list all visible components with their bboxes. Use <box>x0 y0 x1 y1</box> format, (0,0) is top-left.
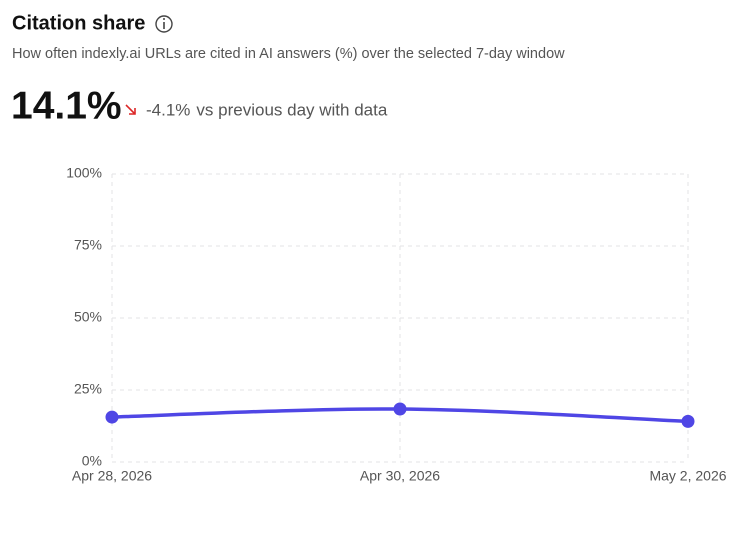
x-tick-label: May 2, 2026 <box>649 468 726 484</box>
delta-text: vs previous day with data <box>196 100 387 119</box>
info-circle <box>155 15 173 33</box>
chart-title: Citation share <box>12 12 145 34</box>
info-dot <box>163 18 165 20</box>
point <box>393 402 407 416</box>
down-arrow <box>125 104 136 115</box>
delta: -4.1% <box>146 100 190 119</box>
y-tick-label: 50% <box>74 309 102 325</box>
headline-value: 14.1% <box>11 84 122 127</box>
arrow-head <box>129 108 136 115</box>
y-tick-label: 0% <box>82 453 102 469</box>
x-tick-label: Apr 28, 2026 <box>72 468 152 484</box>
arrow-shaft <box>125 104 136 115</box>
y-tick-label: 100% <box>66 165 102 181</box>
y-tick-label: 75% <box>74 237 102 253</box>
chart-subtitle: How often indexly.ai URLs are cited in A… <box>12 46 565 62</box>
info-icon[interactable] <box>155 15 173 33</box>
point <box>105 410 119 424</box>
y-tick-label: 25% <box>74 381 102 397</box>
x-tick-label: Apr 30, 2026 <box>360 468 440 484</box>
point <box>681 414 695 428</box>
